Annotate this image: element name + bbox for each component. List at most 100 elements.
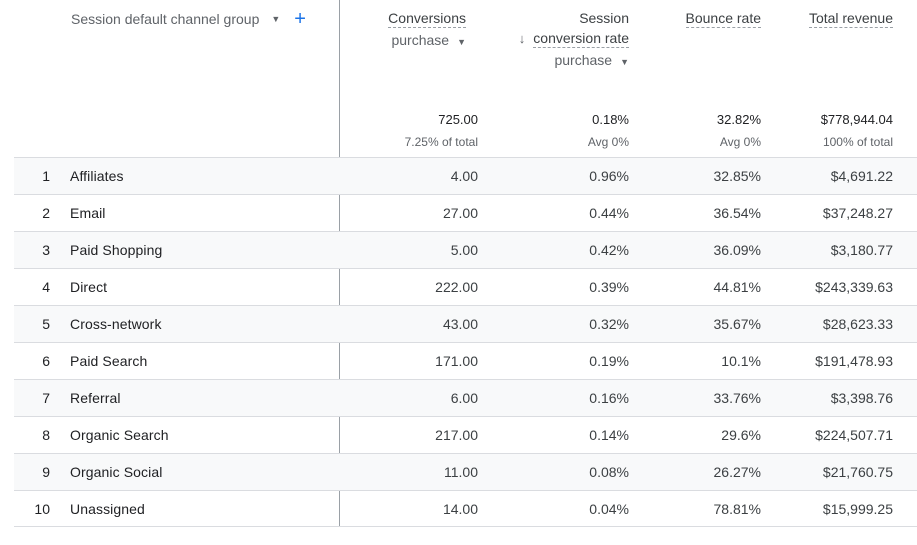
cell-session-conversion-rate: 0.96% <box>589 168 629 184</box>
plus-icon[interactable]: + <box>294 8 306 30</box>
chevron-down-icon[interactable]: ▼ <box>620 57 629 67</box>
cell-session-conversion-rate: 0.16% <box>589 390 629 406</box>
row-index: 5 <box>42 316 50 332</box>
cell-total-revenue: $21,760.75 <box>822 464 893 480</box>
table-row[interactable]: 10 Unassigned 14.00 0.04% 78.81% $15,999… <box>14 490 917 527</box>
table-row[interactable]: 5 Cross-network 43.00 0.32% 35.67% $28,6… <box>14 305 917 342</box>
cell-conversions: 222.00 <box>435 279 478 295</box>
total-revenue: $778,944.04 100% of total <box>821 112 893 149</box>
total-value: 725.00 <box>438 112 478 127</box>
total-note: Avg 0% <box>587 135 629 149</box>
cell-session-conversion-rate: 0.42% <box>589 242 629 258</box>
row-index: 2 <box>42 205 50 221</box>
table-row[interactable]: 9 Organic Social 11.00 0.08% 26.27% $21,… <box>14 453 917 490</box>
cell-bounce-rate: 10.1% <box>721 353 761 369</box>
cell-bounce-rate: 29.6% <box>721 427 761 443</box>
row-channel-name[interactable]: Paid Search <box>70 353 148 369</box>
row-index: 9 <box>42 464 50 480</box>
table-row[interactable]: 2 Email 27.00 0.44% 36.54% $37,248.27 <box>14 194 917 231</box>
row-index: 4 <box>42 279 50 295</box>
row-channel-name[interactable]: Paid Shopping <box>70 242 163 258</box>
table-row[interactable]: 7 Referral 6.00 0.16% 33.76% $3,398.76 <box>14 379 917 416</box>
cell-conversions: 43.00 <box>442 316 478 332</box>
row-channel-name[interactable]: Referral <box>70 390 121 406</box>
dimension-label[interactable]: Session default channel group <box>71 11 260 27</box>
total-value: 0.18% <box>592 112 629 127</box>
cell-total-revenue: $3,180.77 <box>830 242 893 258</box>
dimension-header[interactable]: Session default channel group ▼ + <box>71 8 306 30</box>
chevron-down-icon[interactable]: ▼ <box>271 14 281 24</box>
cell-conversions: 11.00 <box>444 464 478 480</box>
cell-conversions: 4.00 <box>450 168 478 184</box>
table-row[interactable]: 4 Direct 222.00 0.39% 44.81% $243,339.63 <box>14 268 917 305</box>
cell-total-revenue: $243,339.63 <box>815 279 893 295</box>
column-title[interactable]: Conversions <box>388 10 466 28</box>
cell-conversions: 6.00 <box>450 390 478 406</box>
column-header-session-conversion-rate[interactable]: Session ↓ conversion rate purchase ▼ <box>519 10 629 68</box>
cell-total-revenue: $37,248.27 <box>822 205 893 221</box>
row-channel-name[interactable]: Affiliates <box>70 168 124 184</box>
chevron-down-icon[interactable]: ▼ <box>457 37 466 47</box>
cell-session-conversion-rate: 0.19% <box>589 353 629 369</box>
row-channel-name[interactable]: Direct <box>70 279 108 295</box>
column-title[interactable]: Bounce rate <box>685 10 761 28</box>
column-header-conversions[interactable]: Conversions purchase ▼ <box>388 10 466 48</box>
cell-bounce-rate: 35.67% <box>713 316 761 332</box>
cell-session-conversion-rate: 0.08% <box>589 464 629 480</box>
cell-bounce-rate: 32.85% <box>713 168 761 184</box>
table-row[interactable]: 8 Organic Search 217.00 0.14% 29.6% $224… <box>14 416 917 453</box>
cell-conversions: 14.00 <box>442 501 478 517</box>
row-index: 7 <box>42 390 50 406</box>
row-channel-name[interactable]: Cross-network <box>70 316 162 332</box>
total-note: 7.25% of total <box>404 135 478 149</box>
column-subtitle-dropdown[interactable]: purchase ▼ <box>554 52 629 68</box>
column-header-total-revenue[interactable]: Total revenue <box>808 10 893 28</box>
column-title[interactable]: Total revenue <box>808 10 893 28</box>
row-index: 6 <box>42 353 50 369</box>
table-row[interactable]: 1 Affiliates 4.00 0.96% 32.85% $4,691.22 <box>14 157 917 194</box>
total-note: 100% of total <box>822 135 893 149</box>
total-bounce-rate: 32.82% Avg 0% <box>717 112 761 149</box>
arrow-down-icon[interactable]: ↓ <box>518 31 526 46</box>
column-title-line1[interactable]: Session <box>579 10 629 26</box>
cell-session-conversion-rate: 0.14% <box>589 427 629 443</box>
total-value: $778,944.04 <box>820 112 893 127</box>
cell-bounce-rate: 36.54% <box>713 205 761 221</box>
cell-session-conversion-rate: 0.04% <box>589 501 629 517</box>
cell-total-revenue: $15,999.25 <box>822 501 893 517</box>
cell-total-revenue: $224,507.71 <box>815 427 893 443</box>
cell-total-revenue: $191,478.93 <box>815 353 893 369</box>
cell-bounce-rate: 44.81% <box>713 279 761 295</box>
row-channel-name[interactable]: Email <box>70 205 106 221</box>
cell-session-conversion-rate: 0.32% <box>589 316 629 332</box>
cell-conversions: 171.00 <box>435 353 478 369</box>
column-subtitle-dropdown[interactable]: purchase ▼ <box>391 32 466 48</box>
row-channel-name[interactable]: Unassigned <box>70 501 145 517</box>
row-index: 10 <box>34 501 50 517</box>
row-channel-name[interactable]: Organic Search <box>70 427 169 443</box>
table-body: 1 Affiliates 4.00 0.96% 32.85% $4,691.22… <box>14 157 917 527</box>
column-header-bounce-rate[interactable]: Bounce rate <box>685 10 761 28</box>
cell-session-conversion-rate: 0.44% <box>589 205 629 221</box>
total-note: Avg 0% <box>719 135 761 149</box>
row-index: 1 <box>42 168 50 184</box>
row-index: 3 <box>42 242 50 258</box>
total-value: 32.82% <box>716 112 761 127</box>
table-row[interactable]: 6 Paid Search 171.00 0.19% 10.1% $191,47… <box>14 342 917 379</box>
cell-bounce-rate: 26.27% <box>713 464 761 480</box>
table-row[interactable]: 3 Paid Shopping 5.00 0.42% 36.09% $3,180… <box>14 231 917 268</box>
cell-conversions: 27.00 <box>442 205 478 221</box>
cell-total-revenue: $3,398.76 <box>830 390 893 406</box>
row-channel-name[interactable]: Organic Social <box>70 464 163 480</box>
row-index: 8 <box>42 427 50 443</box>
cell-conversions: 5.00 <box>450 242 478 258</box>
cell-session-conversion-rate: 0.39% <box>589 279 629 295</box>
total-session-conversion-rate: 0.18% Avg 0% <box>588 112 629 149</box>
cell-bounce-rate: 78.81% <box>713 501 761 517</box>
cell-bounce-rate: 33.76% <box>713 390 761 406</box>
cell-conversions: 217.00 <box>435 427 478 443</box>
column-title-line2[interactable]: conversion rate <box>533 30 629 48</box>
cell-total-revenue: $4,691.22 <box>830 168 893 184</box>
cell-bounce-rate: 36.09% <box>713 242 761 258</box>
